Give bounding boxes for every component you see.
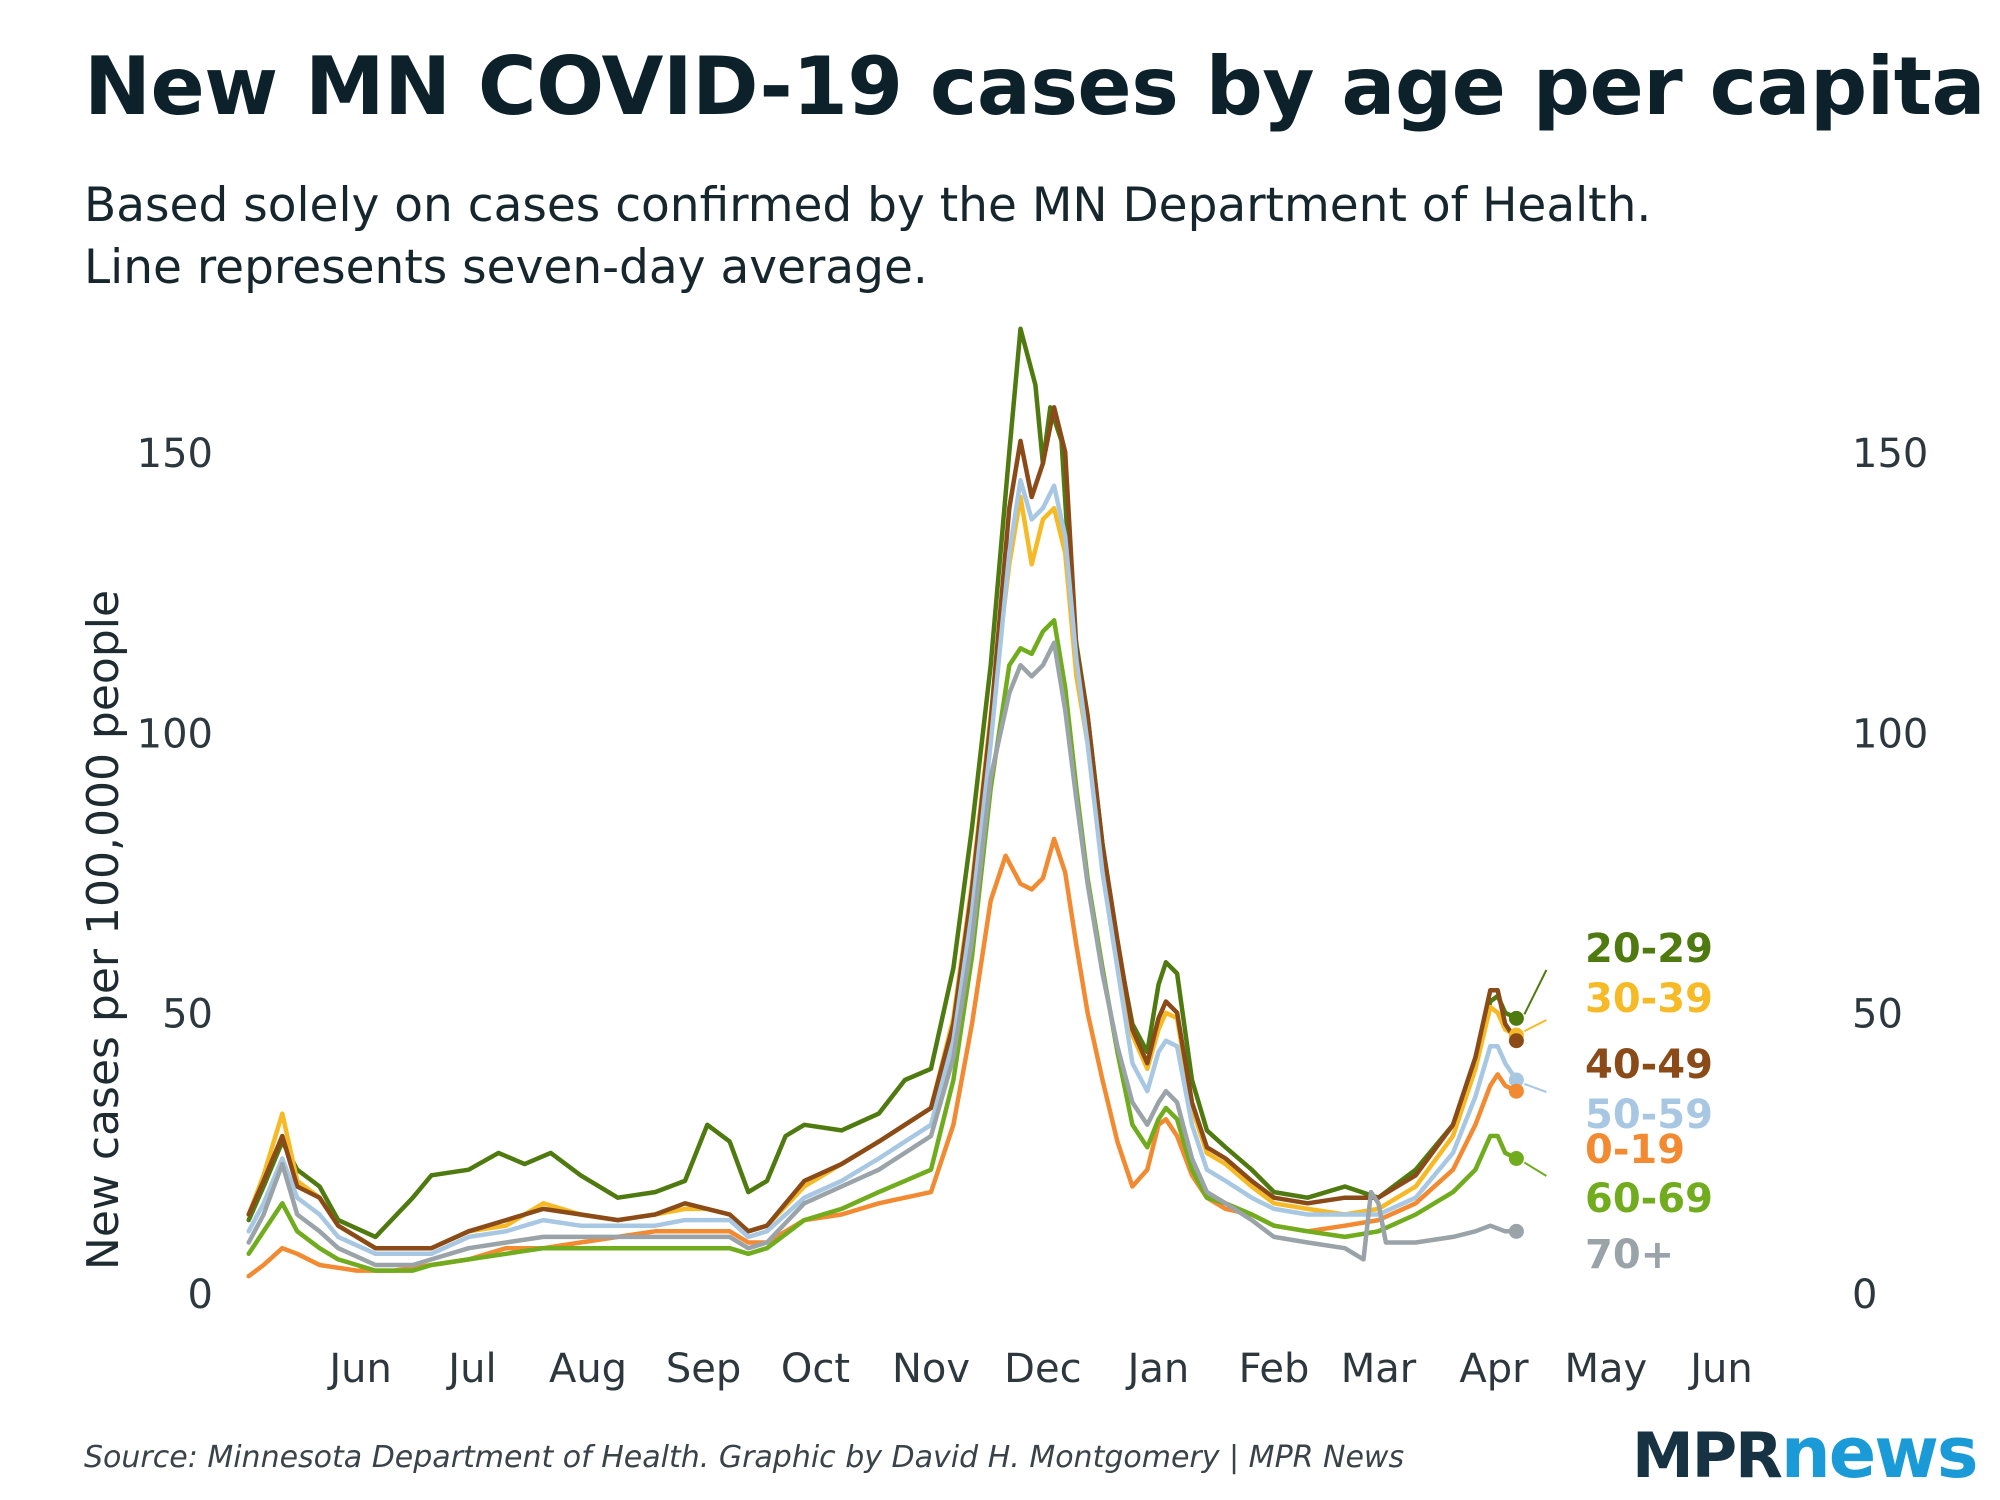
x-tick-label: Mar xyxy=(1341,1346,1417,1392)
x-tick-label: Dec xyxy=(1004,1346,1081,1392)
x-tick-label: Nov xyxy=(892,1346,970,1392)
x-tick-label: Feb xyxy=(1239,1346,1310,1392)
end-label-connector xyxy=(1523,1161,1547,1177)
series-line-60-69 xyxy=(246,618,1519,1273)
y-tick-right: 150 xyxy=(1852,431,1928,477)
y-tick-right: 50 xyxy=(1852,992,1903,1038)
series-line-40-49 xyxy=(246,405,1519,1251)
series-line-20-29 xyxy=(246,326,1519,1240)
x-tick-label: Jul xyxy=(445,1346,496,1392)
end-label-40-49: 40-49 xyxy=(1585,1042,1713,1088)
mpr-news-logo: MPRnews xyxy=(1632,1412,1979,1494)
chart-title: New MN COVID-19 cases by age per capita xyxy=(84,40,1985,133)
series-lines xyxy=(246,326,1519,1279)
x-tick-label: Oct xyxy=(781,1346,850,1392)
y-axis-right: 0 50 100 150 xyxy=(1852,431,1928,1318)
y-axis-label: New cases per 100,000 people xyxy=(78,590,129,1270)
x-tick-label: Aug xyxy=(549,1346,627,1392)
series-line-50-59 xyxy=(246,477,1519,1257)
end-marker-70plus xyxy=(1508,1223,1524,1239)
line-chart: 0 50 100 150 0 50 100 150 Jun Jul Aug Sep Oct Nov De… xyxy=(78,326,1928,1392)
end-marker-60-69 xyxy=(1508,1150,1524,1166)
end-label-connector xyxy=(1524,1083,1547,1093)
x-tick-label: Sep xyxy=(666,1346,741,1392)
y-tick-right: 0 xyxy=(1852,1272,1877,1318)
end-label-70plus: 70+ xyxy=(1585,1232,1674,1278)
logo-mpr: MPR xyxy=(1632,1419,1783,1492)
series-line-70plus xyxy=(246,640,1519,1268)
x-tick-label: Apr xyxy=(1459,1346,1529,1392)
x-tick-label: May xyxy=(1565,1346,1648,1392)
y-tick-left: 0 xyxy=(188,1272,213,1318)
end-marker-20-29 xyxy=(1508,1010,1524,1026)
chart-subtitle: Based solely on cases confirmed by the M… xyxy=(84,175,1651,299)
x-tick-label: Jan xyxy=(1125,1346,1190,1392)
end-label-30-39: 30-39 xyxy=(1585,976,1713,1022)
y-tick-right: 100 xyxy=(1852,711,1928,757)
end-marker-0-19 xyxy=(1508,1083,1524,1099)
end-label-connector xyxy=(1523,1019,1547,1033)
x-tick-label: Jun xyxy=(326,1346,392,1392)
subtitle-line-1: Based solely on cases confirmed by the M… xyxy=(84,178,1652,233)
y-tick-left: 100 xyxy=(137,711,213,757)
subtitle-line-2: Line represents seven-day average. xyxy=(84,240,928,295)
logo-news: news xyxy=(1780,1412,1979,1494)
end-marker-40-49 xyxy=(1508,1033,1524,1049)
end-label-connector xyxy=(1523,969,1548,1015)
y-tick-left: 150 xyxy=(137,431,213,477)
source-note: Source: Minnesota Department of Health. … xyxy=(84,1440,1405,1475)
x-tick-label: Jun xyxy=(1687,1346,1753,1392)
y-axis-left: 0 50 100 150 xyxy=(137,431,213,1318)
end-label-50-59: 50-59 xyxy=(1585,1092,1713,1138)
end-label-0-19: 0-19 xyxy=(1585,1127,1685,1173)
x-axis: Jun Jul Aug Sep Oct Nov Dec Jan Feb Mar Apr May Jun xyxy=(326,1346,1752,1392)
end-marker-50-59 xyxy=(1508,1072,1524,1088)
end-label-20-29: 20-29 xyxy=(1585,926,1713,972)
series-line-30-39 xyxy=(246,494,1519,1251)
end-label-60-69: 60-69 xyxy=(1585,1176,1713,1222)
y-tick-left: 50 xyxy=(162,992,213,1038)
